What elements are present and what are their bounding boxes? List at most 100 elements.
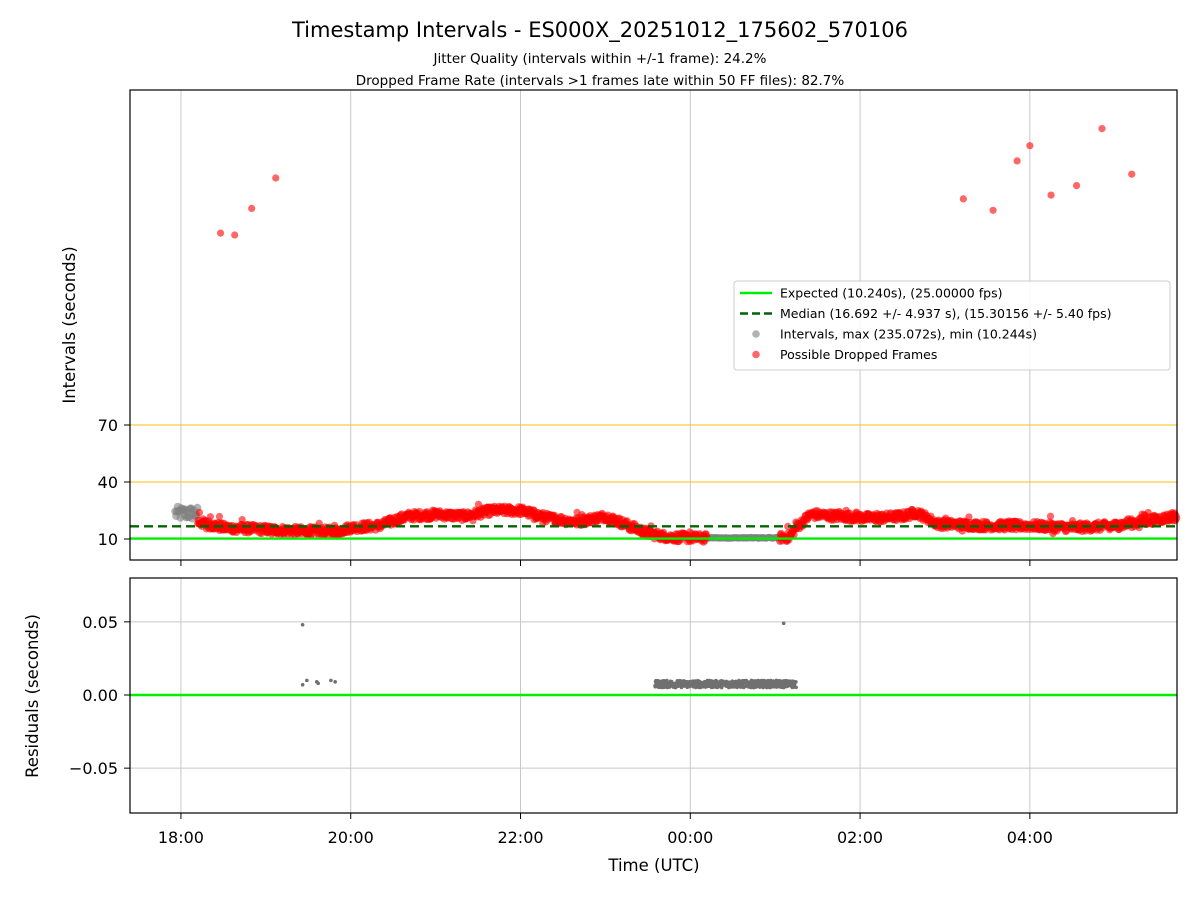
dropped-frame-point xyxy=(1049,530,1057,538)
chart-legend: Expected (10.240s), (25.00000 fps) Median… xyxy=(733,280,1171,371)
residuals-y-axis-label: Residuals (seconds) xyxy=(23,614,42,778)
dropped-outlier-0 xyxy=(216,229,225,237)
dropped-frame-point xyxy=(474,500,483,508)
time-x-ticks: 18:00 20:00 22:00 00:00 02:00 04:00 xyxy=(158,813,1053,847)
residuals-y-tick-label-1: 0.00 xyxy=(82,686,118,705)
residual-point-6 xyxy=(333,680,337,684)
dropped-frame-point xyxy=(206,513,214,521)
dropped-frame-point xyxy=(965,513,973,521)
dropped-frame-point xyxy=(578,511,586,519)
dropped-frame-point xyxy=(784,522,792,531)
intervals-y-tick-label-40: 40 xyxy=(98,473,118,492)
legend-label-0: Expected (10.240s), (25.00000 fps) xyxy=(780,286,1002,301)
residual-point-0 xyxy=(300,622,305,627)
dropped-frame-point xyxy=(790,530,798,539)
residual-point xyxy=(794,685,798,690)
dropped-frame-point xyxy=(238,516,246,524)
dropped-frame-point xyxy=(314,529,322,538)
dropped-frame-point xyxy=(1016,519,1024,527)
dropped-outlier-6 xyxy=(1013,157,1021,165)
residuals-panel: 0.05 0.00 −0.05 18:00 20:00 22:00 00:00 02:00 0… xyxy=(23,577,1178,875)
dropped-outlier-10 xyxy=(1098,125,1106,133)
threshold-lines xyxy=(130,424,1177,483)
dropped-frame-point xyxy=(232,528,241,537)
dropped-outlier-11 xyxy=(1128,170,1136,178)
dropped-frame-point xyxy=(686,528,694,536)
residuals-y-tick-label-0: 0.05 xyxy=(82,613,118,632)
dropped-frame-point xyxy=(1168,508,1176,517)
dropped-outlier-5 xyxy=(989,206,997,214)
dropped-frame-point xyxy=(876,518,885,526)
dropped-frame-point xyxy=(649,529,657,537)
residuals-series xyxy=(130,621,1177,697)
chart-subtitle-dropped: Dropped Frame Rate (intervals >1 frames … xyxy=(356,73,845,89)
legend-box xyxy=(733,280,1171,371)
residuals-y-ticks: 0.05 0.00 −0.05 xyxy=(69,613,130,778)
dropped-frame-point xyxy=(1144,508,1152,517)
x-tick-label-1: 20:00 xyxy=(328,828,374,847)
dropped-frame-point xyxy=(301,530,310,538)
dropped-frame-point xyxy=(1138,510,1146,518)
x-tick-label-5: 04:00 xyxy=(1007,828,1053,847)
dropped-frame-point xyxy=(835,507,843,516)
intervals-plot-frame xyxy=(129,89,1178,561)
x-tick-label-2: 22:00 xyxy=(497,828,543,847)
dropped-frame-point xyxy=(631,525,639,533)
dropped-outlier-8 xyxy=(1047,191,1055,199)
residual-point xyxy=(793,683,797,687)
dropped-frame-point xyxy=(1005,517,1013,525)
dropped-frame-point xyxy=(306,523,314,531)
dropped-frame-point xyxy=(873,509,881,517)
dropped-frame-point xyxy=(568,518,576,526)
dropped-frame-point xyxy=(1046,512,1055,520)
residuals-y-tick-label-2: −0.05 xyxy=(69,759,118,778)
dropped-frame-point xyxy=(215,512,224,521)
residual-point-4 xyxy=(316,681,320,686)
dropped-frame-point xyxy=(442,509,450,517)
dropped-outlier-4 xyxy=(959,195,967,203)
legend-label-1: Median (16.692 +/- 4.937 s), (15.30156 +… xyxy=(780,306,1111,321)
intervals-y-tick-label-70: 70 xyxy=(98,416,118,435)
dropped-frame-point xyxy=(958,527,966,535)
dropped-outlier-2 xyxy=(248,204,256,212)
dropped-frame-point xyxy=(1117,518,1125,526)
residual-point xyxy=(794,680,798,684)
dropped-frame-point xyxy=(195,508,204,517)
intervals-y-axis-label: Intervals (seconds) xyxy=(60,246,79,403)
residual-point-1 xyxy=(300,682,305,687)
residual-point-2 xyxy=(305,678,309,683)
x-tick-label-3: 00:00 xyxy=(667,828,713,847)
dropped-frame-point xyxy=(331,530,340,538)
residual-point-7 xyxy=(781,621,786,626)
legend-swatch-3 xyxy=(752,350,760,359)
intervals-panel: 10 40 70 Intervals (seconds) Expected (10.… xyxy=(60,89,1181,566)
dropped-frame-point xyxy=(1068,517,1077,525)
dropped-frame-point xyxy=(198,518,206,526)
legend-label-3: Possible Dropped Frames xyxy=(780,347,937,362)
dropped-frame-point xyxy=(942,514,950,522)
legend-label-2: Intervals, max (235.072s), min (10.244s) xyxy=(780,327,1037,342)
dropped-frame-point xyxy=(268,530,276,538)
dropped-frame-point xyxy=(469,517,477,525)
intervals-y-ticks: 10 40 70 xyxy=(98,416,1031,566)
dropped-outlier-7 xyxy=(1026,142,1034,150)
x-tick-label-4: 02:00 xyxy=(837,828,883,847)
dropped-outlier-9 xyxy=(1072,182,1081,190)
dropped-frame-point xyxy=(426,515,434,524)
residual-point xyxy=(788,679,793,683)
dropped-frame-point xyxy=(315,519,323,527)
dropped-outlier-3 xyxy=(272,174,280,182)
dropped-frame-point xyxy=(1162,513,1170,522)
dropped-frame-point xyxy=(792,518,800,526)
reference-lines xyxy=(130,525,1177,540)
dropped-frame-point xyxy=(530,516,538,524)
dropped-outlier-1 xyxy=(231,231,239,239)
chart-subtitle-jitter: Jitter Quality (intervals within +/-1 fr… xyxy=(433,51,767,67)
dropped-frame-point xyxy=(852,508,861,516)
legend-swatch-2 xyxy=(752,330,760,338)
dropped-frame-point xyxy=(1012,526,1020,534)
intervals-y-tick-label-10: 10 xyxy=(98,530,118,549)
dropped-frame-point xyxy=(1124,515,1132,523)
dropped-frame-point xyxy=(842,506,850,514)
